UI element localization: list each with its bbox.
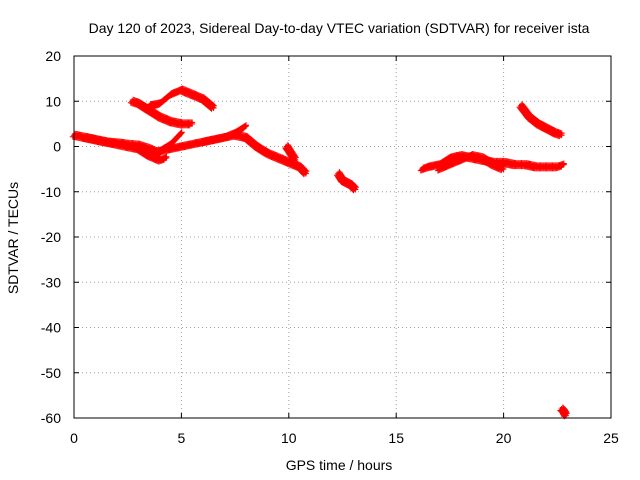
data-point: [500, 166, 507, 173]
data-point: [560, 161, 567, 168]
x-tick-label: 25: [603, 430, 619, 446]
chart-title: Day 120 of 2023, Sidereal Day-to-day VTE…: [89, 20, 590, 36]
x-tick-label: 0: [70, 430, 78, 446]
data-point: [178, 129, 185, 136]
x-tick-label: 20: [496, 430, 512, 446]
y-tick-label: 10: [45, 93, 61, 109]
y-tick-label: -10: [41, 184, 61, 200]
y-tick-label: -40: [41, 320, 61, 336]
data-point: [242, 123, 249, 130]
y-tick-label: -20: [41, 229, 61, 245]
data-point: [210, 105, 217, 112]
data-point: [163, 154, 170, 161]
y-tick-label: -60: [41, 410, 61, 426]
x-ticks: 0 5 10 15 20 25: [70, 56, 619, 446]
data-point: [558, 132, 565, 139]
y-axis-label: SDTVAR / TECUs: [5, 182, 21, 294]
data-point: [292, 157, 299, 164]
x-axis-label: GPS time / hours: [286, 457, 393, 473]
y-tick-label: -30: [41, 274, 61, 290]
data-point: [189, 120, 196, 127]
y-tick-label: -50: [41, 365, 61, 381]
y-ticks: 20 10 0 -10 -20 -30 -40 -50 -60: [41, 48, 611, 426]
y-tick-label: 20: [45, 48, 61, 64]
y-tick-label: 0: [53, 139, 61, 155]
x-tick-label: 15: [388, 430, 404, 446]
grid: [74, 56, 611, 418]
data-points: [69, 85, 570, 420]
x-tick-label: 10: [281, 430, 297, 446]
x-tick-label: 5: [178, 430, 186, 446]
data-point: [302, 170, 309, 177]
data-point: [352, 186, 359, 193]
